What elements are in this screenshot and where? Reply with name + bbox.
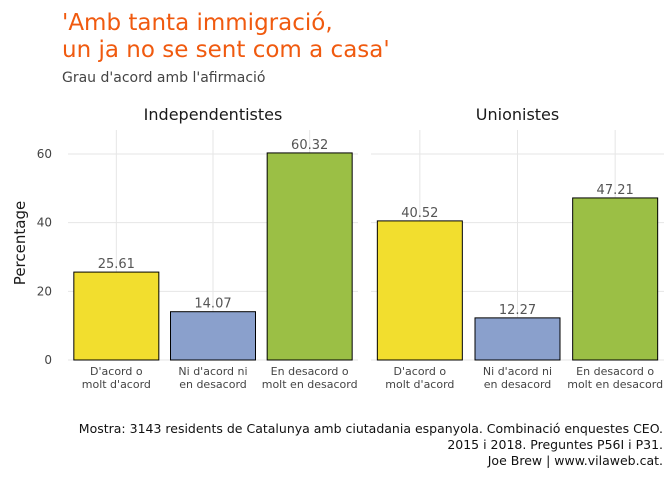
y-tick-label: 40 <box>37 216 52 230</box>
y-axis-label: Percentage <box>11 201 29 285</box>
y-tick-label: 20 <box>37 284 52 298</box>
bar <box>474 317 561 361</box>
x-tick-label: en desacord <box>179 378 247 391</box>
chart-title-line-1: 'Amb tanta immigració, <box>62 10 333 36</box>
x-tick-label: molt d'acord <box>82 378 151 391</box>
facet-label: Unionistes <box>476 105 559 124</box>
x-tick-label: Ni d'acord ni <box>483 365 552 378</box>
caption-line-1: Mostra: 3143 residents de Catalunya amb … <box>79 421 663 436</box>
x-tick-label: D'acord o <box>90 365 143 378</box>
bar <box>73 271 160 361</box>
x-tick-label: molt en desacord <box>567 378 663 391</box>
bar-value-label: 47.21 <box>597 183 634 198</box>
chart-title-line-2: un ja no se sent com a casa' <box>62 37 390 63</box>
y-tick-label: 60 <box>37 147 52 161</box>
x-tick-label: D'acord o <box>394 365 447 378</box>
x-tick-label: En desacord o <box>271 365 349 378</box>
bar <box>170 311 256 361</box>
facet-label: Independentistes <box>144 105 283 124</box>
bar-value-label: 40.52 <box>401 206 438 221</box>
bar-value-label: 14.07 <box>194 297 231 312</box>
x-tick-label: En desacord o <box>576 365 654 378</box>
caption-line-2: 2015 i 2018. Preguntes P56I i P31. <box>447 437 663 452</box>
bar <box>376 220 463 361</box>
y-tick-label: 0 <box>44 353 52 367</box>
x-tick-label: Ni d'acord ni <box>178 365 247 378</box>
bar <box>572 197 659 361</box>
x-tick-label: molt en desacord <box>262 378 358 391</box>
bar-value-label: 60.32 <box>291 138 328 153</box>
caption-line-3: Joe Brew | www.vilaweb.cat. <box>487 453 663 468</box>
chart-subtitle: Grau d'acord amb l'afirmació <box>62 70 266 86</box>
bar <box>266 152 353 361</box>
x-tick-label: en desacord <box>484 378 552 391</box>
bar-value-label: 12.27 <box>499 303 536 318</box>
x-tick-label: molt d'acord <box>385 378 454 391</box>
bar-value-label: 25.61 <box>98 257 135 272</box>
